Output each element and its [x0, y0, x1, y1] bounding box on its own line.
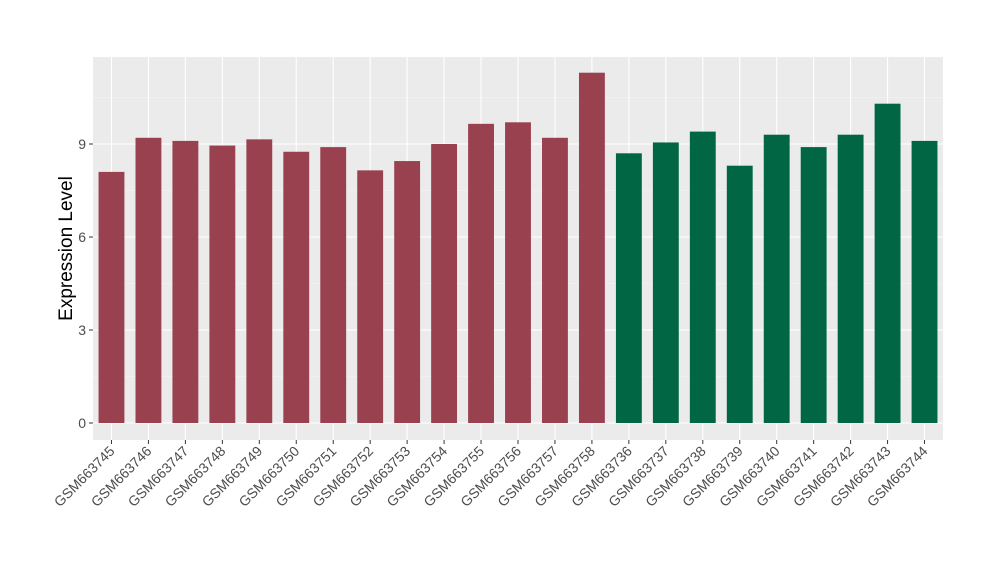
bar-GSM663745 [98, 171, 125, 423]
y-tick-label: 3 [78, 322, 86, 338]
bar-GSM663746 [135, 137, 162, 424]
bar-GSM663753 [394, 161, 421, 424]
bar-GSM663737 [652, 142, 679, 423]
bar-GSM663755 [468, 123, 494, 423]
bar-GSM663736 [615, 153, 642, 424]
y-axis-label: Expression Level [56, 176, 77, 321]
bar-GSM663742 [837, 134, 864, 423]
bar-GSM663757 [542, 137, 568, 424]
bar-GSM663740 [763, 134, 790, 423]
bar-GSM663754 [431, 144, 458, 423]
bar-GSM663739 [726, 165, 753, 423]
bar-GSM663751 [320, 147, 347, 423]
x-axis: GSM663745GSM663746GSM663747GSM663748GSM6… [51, 440, 931, 510]
y-axis: 0 3 6 9 [78, 136, 93, 431]
bar-GSM663748 [209, 145, 236, 424]
bar-GSM663750 [283, 151, 310, 423]
bar-GSM663741 [800, 147, 827, 423]
bars-group [98, 72, 938, 424]
bar-GSM663744 [911, 140, 938, 423]
bar-GSM663749 [246, 139, 273, 423]
bar-GSM663752 [357, 170, 384, 423]
bar-GSM663758 [578, 72, 605, 423]
y-tick-label: 9 [78, 136, 86, 152]
bar-GSM663738 [689, 131, 716, 423]
bar-GSM663747 [172, 140, 199, 423]
bar-GSM663743 [874, 103, 901, 423]
y-tick-label: 6 [78, 229, 86, 245]
y-tick-label: 0 [78, 415, 86, 431]
bar-GSM663756 [505, 122, 531, 424]
